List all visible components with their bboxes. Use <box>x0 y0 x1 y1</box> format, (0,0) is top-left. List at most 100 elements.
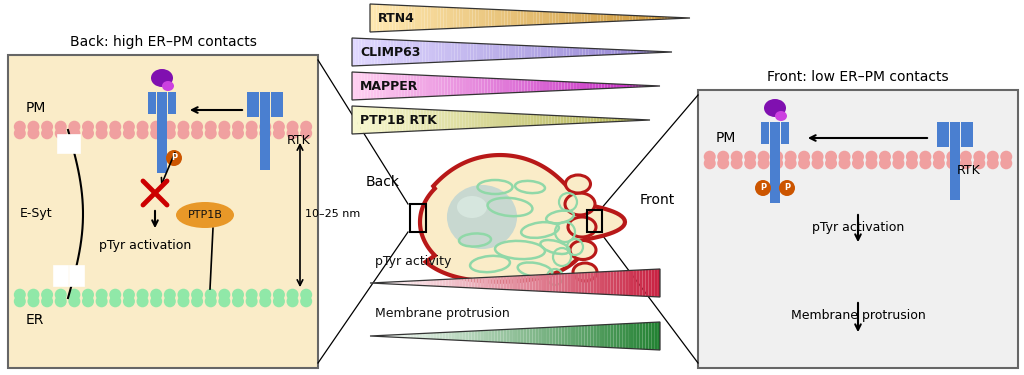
Circle shape <box>164 295 176 307</box>
Polygon shape <box>380 4 383 32</box>
Polygon shape <box>586 82 589 89</box>
Polygon shape <box>371 73 374 99</box>
Polygon shape <box>626 119 629 121</box>
Circle shape <box>232 127 244 139</box>
Circle shape <box>191 295 203 307</box>
Polygon shape <box>620 15 623 21</box>
Polygon shape <box>422 41 426 63</box>
Polygon shape <box>432 76 435 96</box>
Polygon shape <box>387 39 390 64</box>
Polygon shape <box>390 40 393 64</box>
Polygon shape <box>646 51 649 53</box>
Polygon shape <box>539 328 541 344</box>
Polygon shape <box>454 8 457 28</box>
Polygon shape <box>452 279 454 287</box>
Polygon shape <box>449 42 452 62</box>
Polygon shape <box>632 119 635 121</box>
Polygon shape <box>628 270 631 296</box>
Polygon shape <box>422 333 425 339</box>
Polygon shape <box>392 5 395 31</box>
Polygon shape <box>483 112 486 128</box>
Circle shape <box>839 157 851 169</box>
Circle shape <box>259 295 271 307</box>
Polygon shape <box>614 118 617 122</box>
Polygon shape <box>575 48 580 56</box>
Circle shape <box>164 127 176 139</box>
Polygon shape <box>585 117 588 123</box>
Polygon shape <box>626 270 628 296</box>
Polygon shape <box>589 48 592 55</box>
Polygon shape <box>648 16 651 20</box>
Text: RTK: RTK <box>957 164 981 177</box>
Bar <box>587 210 602 232</box>
Ellipse shape <box>568 217 596 237</box>
Circle shape <box>946 157 958 169</box>
Polygon shape <box>575 273 579 293</box>
Polygon shape <box>445 332 449 340</box>
Circle shape <box>13 289 26 301</box>
Polygon shape <box>569 116 572 124</box>
Polygon shape <box>494 78 497 93</box>
Polygon shape <box>398 74 401 98</box>
Polygon shape <box>532 275 536 291</box>
Polygon shape <box>570 326 573 346</box>
Polygon shape <box>539 275 541 291</box>
Polygon shape <box>480 112 483 128</box>
Polygon shape <box>515 276 518 290</box>
Polygon shape <box>602 325 605 347</box>
Circle shape <box>987 157 998 169</box>
Circle shape <box>973 157 985 169</box>
Polygon shape <box>477 112 480 128</box>
Text: Front: Front <box>640 193 675 207</box>
Circle shape <box>798 151 810 163</box>
Polygon shape <box>575 117 579 123</box>
Polygon shape <box>418 6 421 30</box>
Polygon shape <box>413 40 416 63</box>
Polygon shape <box>629 85 632 87</box>
Polygon shape <box>498 113 501 127</box>
Polygon shape <box>436 333 439 339</box>
Polygon shape <box>404 334 408 338</box>
Polygon shape <box>553 327 556 345</box>
Polygon shape <box>582 326 585 346</box>
Polygon shape <box>604 84 607 88</box>
Polygon shape <box>626 324 628 348</box>
Polygon shape <box>563 47 566 57</box>
Polygon shape <box>668 17 671 19</box>
Polygon shape <box>450 8 454 28</box>
Polygon shape <box>493 112 495 128</box>
Polygon shape <box>383 74 386 99</box>
Polygon shape <box>621 50 624 54</box>
Polygon shape <box>434 280 436 286</box>
Polygon shape <box>530 114 534 126</box>
Polygon shape <box>567 273 570 292</box>
Polygon shape <box>469 278 471 288</box>
Circle shape <box>744 157 756 169</box>
Circle shape <box>28 121 40 133</box>
Polygon shape <box>457 8 460 28</box>
Polygon shape <box>483 44 486 60</box>
Polygon shape <box>610 271 613 295</box>
Circle shape <box>246 295 258 307</box>
Circle shape <box>273 289 285 301</box>
Bar <box>54 266 68 286</box>
Polygon shape <box>570 273 573 293</box>
Polygon shape <box>605 324 608 348</box>
Circle shape <box>69 289 80 301</box>
Polygon shape <box>477 278 480 288</box>
Polygon shape <box>550 327 553 345</box>
Polygon shape <box>411 334 414 338</box>
Polygon shape <box>591 117 593 123</box>
Text: PM: PM <box>716 131 736 145</box>
Circle shape <box>13 121 26 133</box>
Polygon shape <box>543 12 546 24</box>
Polygon shape <box>478 78 481 94</box>
Polygon shape <box>355 72 358 100</box>
Polygon shape <box>586 48 589 56</box>
Polygon shape <box>624 50 627 54</box>
Polygon shape <box>623 324 626 348</box>
Circle shape <box>259 289 271 301</box>
Polygon shape <box>509 79 512 93</box>
Polygon shape <box>574 13 578 23</box>
Polygon shape <box>529 328 532 344</box>
